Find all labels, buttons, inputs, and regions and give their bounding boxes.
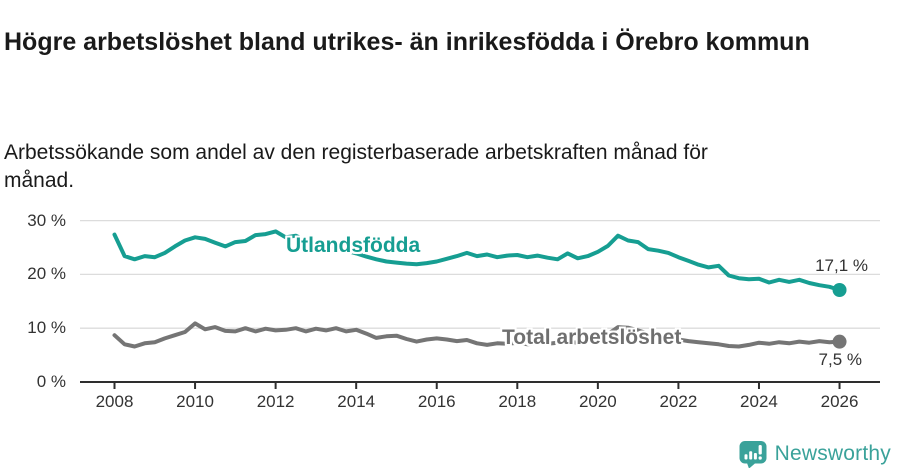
- x-tick-label: 2018: [498, 392, 537, 411]
- series-line: [112, 229, 842, 292]
- x-tick-label: 2010: [176, 392, 214, 411]
- x-tick-label: 2012: [256, 392, 295, 411]
- series-end-dot: [832, 334, 847, 349]
- brand-footer: Newsworthy: [739, 439, 891, 469]
- x-tick-label: 2022: [659, 392, 698, 411]
- y-tick-label: 10 %: [27, 318, 66, 338]
- y-tick-label: 30 %: [27, 210, 66, 230]
- series-label-utlandsfodda: Utlandsfödda: [286, 234, 421, 257]
- end-value-utlandsfodda: 17,1 %: [815, 256, 868, 275]
- y-tick-label: 0 %: [36, 372, 66, 391]
- end-value-total-arbetsloshet: 7,5 %: [818, 350, 862, 369]
- x-tick-label: 2016: [417, 392, 456, 411]
- x-tick-label: 2020: [578, 392, 617, 411]
- series-line: [112, 321, 842, 349]
- y-tick-label: 20 %: [27, 264, 66, 284]
- newsworthy-logo-icon: [739, 441, 767, 468]
- x-tick-label: 2014: [337, 392, 376, 411]
- x-tick-label: 2026: [820, 392, 859, 411]
- page-title: Högre arbetslöshet bland utrikes- än inr…: [4, 27, 810, 56]
- brand-name: Newsworthy: [774, 442, 891, 465]
- series-lines: [112, 229, 847, 349]
- x-tick-label: 2008: [95, 392, 134, 411]
- x-tick-label: 2024: [740, 392, 778, 411]
- page-subtitle: Arbetssökande som andel av den registerb…: [4, 141, 708, 192]
- series-label-total-arbetsloshet: Total arbetslöshet: [502, 326, 682, 349]
- x-axis: [80, 381, 880, 389]
- series-end-dot: [832, 283, 847, 298]
